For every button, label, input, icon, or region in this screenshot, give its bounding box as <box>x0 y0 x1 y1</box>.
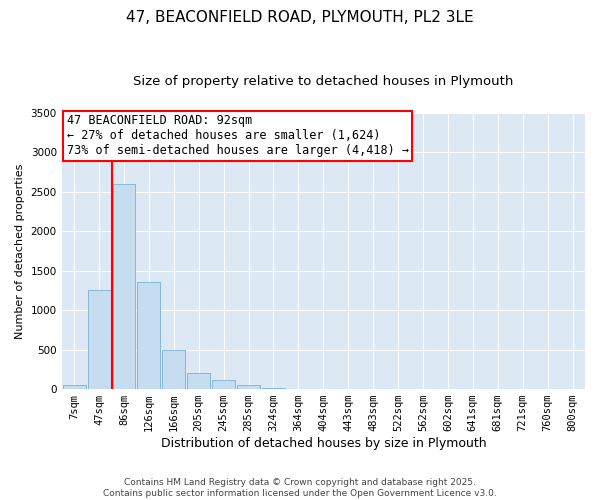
Title: Size of property relative to detached houses in Plymouth: Size of property relative to detached ho… <box>133 75 514 88</box>
Bar <box>88 290 110 389</box>
Bar <box>212 380 235 389</box>
Bar <box>113 184 136 389</box>
Text: 47 BEACONFIELD ROAD: 92sqm
← 27% of detached houses are smaller (1,624)
73% of s: 47 BEACONFIELD ROAD: 92sqm ← 27% of deta… <box>67 114 409 157</box>
Bar <box>187 374 210 389</box>
X-axis label: Distribution of detached houses by size in Plymouth: Distribution of detached houses by size … <box>161 437 486 450</box>
Bar <box>237 385 260 389</box>
Text: 47, BEACONFIELD ROAD, PLYMOUTH, PL2 3LE: 47, BEACONFIELD ROAD, PLYMOUTH, PL2 3LE <box>126 10 474 25</box>
Bar <box>137 282 160 389</box>
Bar <box>262 388 285 389</box>
Y-axis label: Number of detached properties: Number of detached properties <box>15 163 25 338</box>
Bar <box>163 350 185 389</box>
Text: Contains HM Land Registry data © Crown copyright and database right 2025.
Contai: Contains HM Land Registry data © Crown c… <box>103 478 497 498</box>
Bar <box>62 385 86 389</box>
